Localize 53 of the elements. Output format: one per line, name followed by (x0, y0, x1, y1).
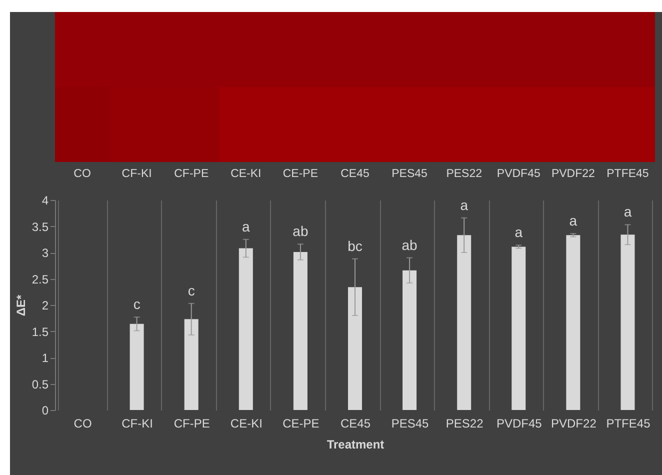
y-tick-label: 3 (42, 246, 49, 260)
y-tick-label: 4 (42, 194, 49, 208)
data-label: a (514, 224, 523, 240)
bar (566, 235, 580, 410)
y-tick-label: 2 (42, 298, 49, 312)
y-tick-label: 1 (42, 351, 49, 365)
bar (512, 246, 526, 410)
y-axis-title: ΔE* (14, 294, 28, 316)
x-tick-label: PES22 (445, 168, 483, 182)
x-tick-label: PVDF45 (496, 168, 542, 182)
category-label: PVDF45 (496, 416, 542, 430)
category-label: CF-PE (174, 416, 210, 430)
data-label: a (624, 204, 632, 220)
data-label: ab (402, 236, 418, 253)
x-tick-label: CF-PE (173, 168, 210, 182)
data-label: a (242, 218, 250, 234)
y-tick-label: 1.5 (32, 324, 49, 339)
x-tick-label: CF-KI (120, 168, 153, 182)
category-label: PVDF22 (551, 416, 596, 430)
x-tick-label: CE-PE (282, 168, 320, 182)
bar (620, 234, 635, 410)
data-label: a (569, 212, 578, 229)
x-tick-label: CE45 (340, 168, 370, 182)
category-label: PES22 (446, 416, 484, 430)
bar (457, 235, 472, 410)
category-label: CE45 (340, 416, 371, 430)
bar (348, 287, 362, 410)
data-label: c (133, 296, 140, 312)
bar (130, 324, 144, 410)
y-tick-label: 3.5 (32, 220, 49, 234)
category-label: CO (74, 416, 92, 430)
category-label: PES45 (391, 416, 429, 430)
y-tick-label: 2.5 (32, 272, 49, 286)
category-label: PTFE45 (606, 416, 650, 430)
y-tick-label: 0.5 (32, 377, 49, 392)
data-label: bc (348, 238, 362, 254)
x-tick-label: PTFE45 (606, 168, 650, 182)
bar (184, 319, 198, 410)
data-label: ab (292, 223, 308, 240)
x-tick-label: PVDF22 (550, 168, 596, 182)
data-label: c (188, 282, 195, 298)
bar (402, 270, 417, 410)
category-label: CE-PE (282, 416, 320, 430)
x-tick-label: CO (72, 168, 92, 182)
x-tick-label: PES45 (390, 168, 428, 182)
x-tick-label: CE-KI (230, 168, 262, 182)
bar (238, 248, 253, 410)
y-tick-label: 0 (42, 404, 49, 418)
data-label: a (460, 196, 468, 213)
category-label: CE-KI (230, 416, 262, 430)
bar (293, 252, 308, 410)
x-axis-title: Treatment (326, 438, 384, 452)
category-label: CF-KI (122, 416, 153, 430)
